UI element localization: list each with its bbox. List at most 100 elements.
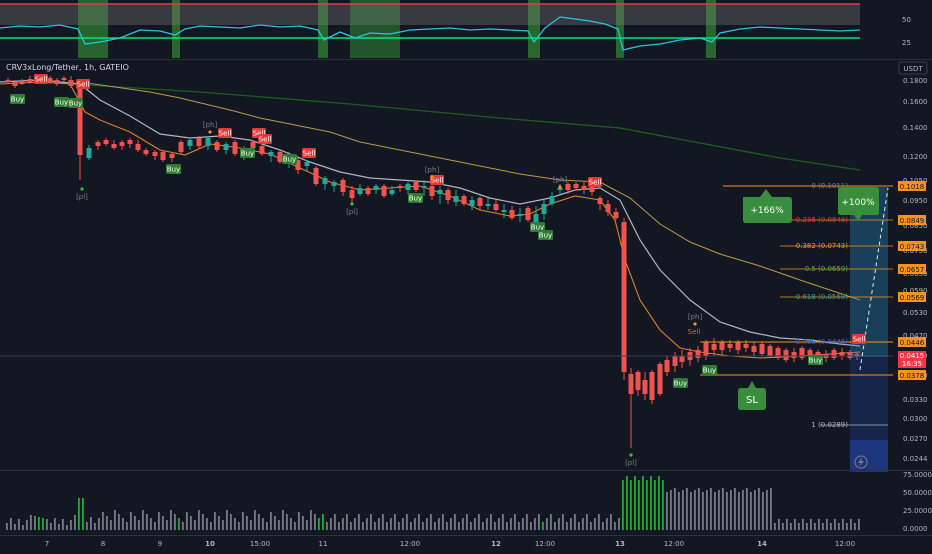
candle-body[interactable] bbox=[61, 78, 67, 80]
candle-body[interactable] bbox=[373, 186, 379, 190]
candle-body[interactable] bbox=[628, 374, 634, 394]
sell-signal-badge[interactable] bbox=[852, 334, 866, 344]
buy-signal-badge[interactable] bbox=[408, 193, 423, 203]
candle-body[interactable] bbox=[349, 190, 355, 198]
candle-body[interactable] bbox=[12, 82, 18, 86]
candle-body[interactable] bbox=[405, 184, 411, 190]
currency-button[interactable]: USDT bbox=[898, 61, 928, 75]
candle-body[interactable] bbox=[847, 352, 853, 358]
candle-body[interactable] bbox=[839, 352, 845, 356]
candle-body[interactable] bbox=[703, 342, 709, 356]
candle-body[interactable] bbox=[854, 354, 860, 356]
symbol-title[interactable]: CRV3xLong/Tether, 1h, GATEIO bbox=[6, 63, 129, 72]
candle-body[interactable] bbox=[509, 210, 515, 218]
candle-body[interactable] bbox=[831, 350, 837, 358]
candle-body[interactable] bbox=[541, 204, 547, 214]
candle-body[interactable] bbox=[469, 200, 475, 206]
candle-body[interactable] bbox=[86, 148, 92, 158]
buy-signal-badge[interactable] bbox=[808, 355, 823, 365]
candle-body[interactable] bbox=[421, 186, 427, 188]
candle-body[interactable] bbox=[799, 348, 805, 358]
candle-body[interactable] bbox=[525, 208, 531, 220]
sell-signal-badge[interactable] bbox=[588, 177, 602, 187]
candle-body[interactable] bbox=[807, 350, 813, 356]
candle-body[interactable] bbox=[365, 188, 371, 194]
candle-body[interactable] bbox=[381, 186, 387, 196]
candle-body[interactable] bbox=[437, 190, 443, 194]
candle-body[interactable] bbox=[727, 344, 733, 348]
target1-callout[interactable]: +166% bbox=[743, 189, 792, 223]
candle-body[interactable] bbox=[313, 168, 319, 184]
candle-body[interactable] bbox=[565, 184, 571, 190]
candle-body[interactable] bbox=[268, 152, 274, 156]
buy-signal-badge[interactable] bbox=[54, 97, 69, 107]
candle-body[interactable] bbox=[597, 198, 603, 204]
candle-body[interactable] bbox=[259, 146, 265, 154]
candle-body[interactable] bbox=[77, 88, 83, 155]
buy-signal-badge[interactable] bbox=[702, 365, 717, 375]
candle-body[interactable] bbox=[429, 186, 435, 196]
buy-signal-badge[interactable] bbox=[282, 154, 297, 164]
candle-body[interactable] bbox=[68, 80, 74, 86]
candle-body[interactable] bbox=[557, 188, 563, 190]
buy-signal-badge[interactable] bbox=[673, 378, 688, 388]
candle-body[interactable] bbox=[331, 182, 337, 186]
candle-body[interactable] bbox=[250, 142, 256, 148]
price-axis[interactable]: USDT 0.18000.16000.14000.12000.10500.095… bbox=[893, 60, 932, 470]
lightning-icon[interactable] bbox=[854, 455, 868, 469]
candle-body[interactable] bbox=[695, 350, 701, 358]
candle-body[interactable] bbox=[719, 342, 725, 350]
candle-body[interactable] bbox=[135, 144, 141, 150]
candle-body[interactable] bbox=[635, 372, 641, 390]
candle-body[interactable] bbox=[664, 360, 670, 372]
candle-body[interactable] bbox=[679, 356, 685, 362]
target2-callout[interactable]: +100% bbox=[838, 187, 879, 221]
candle-body[interactable] bbox=[277, 152, 283, 162]
buy-signal-badge[interactable] bbox=[530, 222, 545, 232]
candle-body[interactable] bbox=[19, 81, 25, 84]
candle-body[interactable] bbox=[119, 142, 125, 146]
candle-body[interactable] bbox=[95, 142, 101, 146]
candle-body[interactable] bbox=[751, 346, 757, 352]
buy-signal-badge[interactable] bbox=[10, 94, 25, 104]
candle-body[interactable] bbox=[649, 372, 655, 400]
candle-body[interactable] bbox=[453, 196, 459, 202]
candle-body[interactable] bbox=[196, 138, 202, 146]
candle-body[interactable] bbox=[775, 348, 781, 358]
buy-signal-badge[interactable] bbox=[240, 148, 255, 158]
candle-body[interactable] bbox=[589, 186, 595, 192]
buy-signal-badge[interactable] bbox=[538, 230, 553, 240]
sell-signal-badge[interactable] bbox=[302, 148, 316, 158]
candle-body[interactable] bbox=[357, 188, 363, 194]
candle-body[interactable] bbox=[389, 190, 395, 194]
candle-body[interactable] bbox=[152, 152, 158, 156]
candle-body[interactable] bbox=[397, 186, 403, 188]
candles-group[interactable] bbox=[5, 74, 860, 448]
candle-body[interactable] bbox=[143, 150, 149, 154]
candle-body[interactable] bbox=[783, 350, 789, 360]
candle-body[interactable] bbox=[295, 160, 301, 170]
candle-body[interactable] bbox=[605, 204, 611, 212]
candle-body[interactable] bbox=[485, 204, 491, 206]
candle-body[interactable] bbox=[613, 212, 619, 218]
buy-signal-badge[interactable] bbox=[166, 164, 181, 174]
candle-body[interactable] bbox=[413, 182, 419, 190]
candle-body[interactable] bbox=[735, 342, 741, 350]
candle-body[interactable] bbox=[517, 214, 523, 216]
candle-body[interactable] bbox=[340, 180, 346, 192]
candle-body[interactable] bbox=[581, 186, 587, 190]
candle-body[interactable] bbox=[5, 80, 11, 82]
candle-body[interactable] bbox=[214, 142, 220, 150]
stoploss-callout[interactable]: SL bbox=[738, 381, 766, 410]
sell-signal-badge[interactable] bbox=[76, 79, 90, 89]
candle-body[interactable] bbox=[223, 144, 229, 150]
candle-body[interactable] bbox=[232, 142, 238, 154]
candle-body[interactable] bbox=[493, 204, 499, 210]
candle-body[interactable] bbox=[621, 222, 627, 372]
candle-body[interactable] bbox=[573, 184, 579, 188]
sell-signal-badge[interactable] bbox=[34, 74, 48, 84]
time-axis[interactable]: 7 8 9 10 15:00 11 12:00 12 12:00 13 12:00 14 12:00 bbox=[45, 540, 855, 548]
candle-body[interactable] bbox=[477, 198, 483, 206]
candle-body[interactable] bbox=[47, 78, 53, 82]
